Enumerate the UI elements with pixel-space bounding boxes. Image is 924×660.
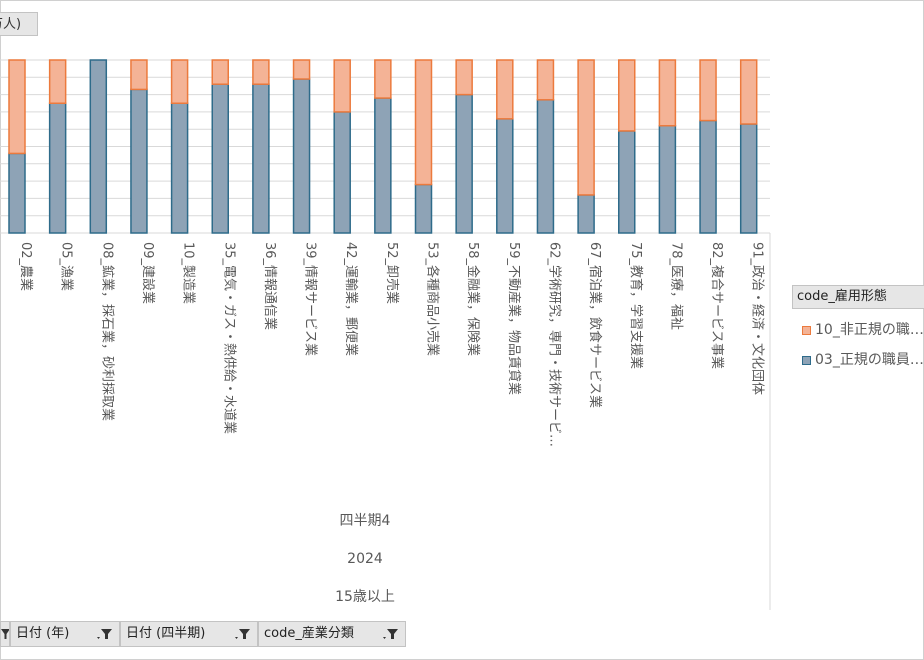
bar-regular[interactable]	[8, 152, 26, 234]
category-label: 09_建設業	[140, 242, 156, 304]
bar-regular[interactable]	[739, 123, 758, 234]
category-label: 82_複合サービス事業	[709, 242, 725, 369]
legend-label-regular: 03_正規の職員…	[815, 352, 924, 368]
category-label: 02_農業	[18, 242, 34, 291]
legend-item-nonregular[interactable]: 10_非正規の職…	[802, 319, 924, 339]
category-label: 05_漁業	[59, 242, 75, 291]
category-label: 91_政治・経済・文化団体	[750, 242, 766, 395]
filter-funnel-icon	[97, 629, 112, 639]
bar-regular[interactable]	[618, 130, 636, 234]
legend-swatch-regular	[802, 355, 811, 365]
filter-label-industry: code_産業分類	[264, 626, 354, 641]
bar-nonregular[interactable]	[455, 59, 473, 96]
category-labels: 02_農業 05_漁業 08_鉱業，採石業，砂利採取業 09_建設業 10_製造業 35_…	[18, 242, 766, 447]
category-label: 39_情報サービス業	[303, 242, 319, 356]
bar-nonregular[interactable]	[170, 59, 189, 104]
bar-nonregular[interactable]	[48, 59, 67, 104]
legend: code_雇用形態 10_非正規の職… 03_正規の職員…	[792, 285, 924, 375]
bar-nonregular[interactable]	[536, 59, 555, 101]
category-label: 67_宿泊業，飲食サービス業	[587, 242, 603, 408]
filter-button-quarter[interactable]: 日付 (四半期)	[120, 621, 258, 647]
bar-nonregular[interactable]	[211, 59, 229, 85]
bar-regular[interactable]	[455, 93, 473, 234]
category-label: 59_不動産業，物品賃貸業	[506, 242, 522, 395]
legend-swatch-nonregular	[802, 325, 811, 335]
group-label: 15歳以上	[335, 589, 395, 605]
bar-nonregular[interactable]	[333, 59, 351, 113]
bars	[8, 59, 758, 234]
bar-nonregular[interactable]	[374, 59, 392, 99]
bar-nonregular[interactable]	[130, 59, 148, 91]
legend-label-nonregular: 10_非正規の職…	[815, 322, 924, 338]
bar-nonregular[interactable]	[292, 59, 311, 80]
category-label: 35_電気・ガス・熱供給・水道業	[221, 242, 237, 434]
filter-button-industry[interactable]: code_産業分類	[258, 621, 406, 647]
category-label: 75_教育，学習支援業	[628, 242, 644, 369]
bar-nonregular[interactable]	[739, 59, 758, 125]
legend-item-regular[interactable]: 03_正規の職員…	[802, 349, 924, 369]
category-label: 42_運輸業，郵便業	[343, 242, 359, 356]
filter-funnel-icon	[1, 629, 9, 639]
category-label: 10_製造業	[181, 242, 197, 304]
legend-title: code_雇用形態	[797, 289, 887, 304]
filter-label-year: 日付 (年)	[16, 626, 70, 641]
bar-regular[interactable]	[130, 88, 148, 234]
group-labels: 四半期4 2024 15歳以上	[335, 513, 395, 605]
filter-funnel-icon	[235, 629, 250, 639]
filter-button-partial[interactable]	[0, 621, 10, 647]
bar-nonregular[interactable]	[699, 59, 717, 122]
value-field-label: 万人)	[0, 17, 22, 32]
legend-title-button[interactable]: code_雇用形態	[792, 285, 924, 309]
bar-regular[interactable]	[170, 102, 189, 234]
category-label: 78_医療，福祉	[668, 242, 683, 330]
category-label: 58_金融業，保険業	[465, 242, 481, 356]
bar-regular[interactable]	[48, 102, 67, 234]
bar-nonregular[interactable]	[658, 59, 677, 127]
bar-nonregular[interactable]	[577, 59, 595, 196]
category-label: 08_鉱業，採石業，砂利採取業	[99, 242, 115, 421]
bar-nonregular[interactable]	[8, 59, 26, 155]
bar-regular[interactable]	[252, 83, 270, 234]
bar-nonregular[interactable]	[496, 59, 514, 120]
bar-regular[interactable]	[374, 97, 392, 234]
filter-button-year[interactable]: 日付 (年)	[10, 621, 120, 647]
bar-regular[interactable]	[333, 111, 351, 234]
bar-nonregular[interactable]	[618, 59, 636, 132]
bar-nonregular[interactable]	[252, 59, 270, 85]
bar-regular[interactable]	[536, 99, 555, 234]
category-label: 52_卸売業	[384, 242, 400, 304]
filter-label-quarter: 日付 (四半期)	[126, 626, 206, 641]
category-label: 53_各種商品小売業	[425, 242, 441, 356]
filter-funnel-icon	[383, 629, 398, 639]
bar-regular[interactable]	[496, 118, 514, 234]
group-label: 2024	[347, 551, 383, 567]
group-label: 四半期4	[340, 513, 391, 529]
bar-regular[interactable]	[89, 59, 108, 234]
bar-regular[interactable]	[292, 78, 311, 234]
value-field-button[interactable]: 万人)	[0, 12, 38, 36]
bar-regular[interactable]	[211, 83, 229, 234]
category-label: 62_学術研究，専門・技術サービ…	[546, 242, 562, 447]
category-label: 36_情報通信業	[262, 242, 278, 330]
bar-regular[interactable]	[658, 124, 677, 234]
bar-regular[interactable]	[699, 119, 717, 234]
bar-regular[interactable]	[577, 194, 595, 234]
bar-regular[interactable]	[414, 183, 433, 234]
bar-nonregular[interactable]	[414, 59, 433, 186]
